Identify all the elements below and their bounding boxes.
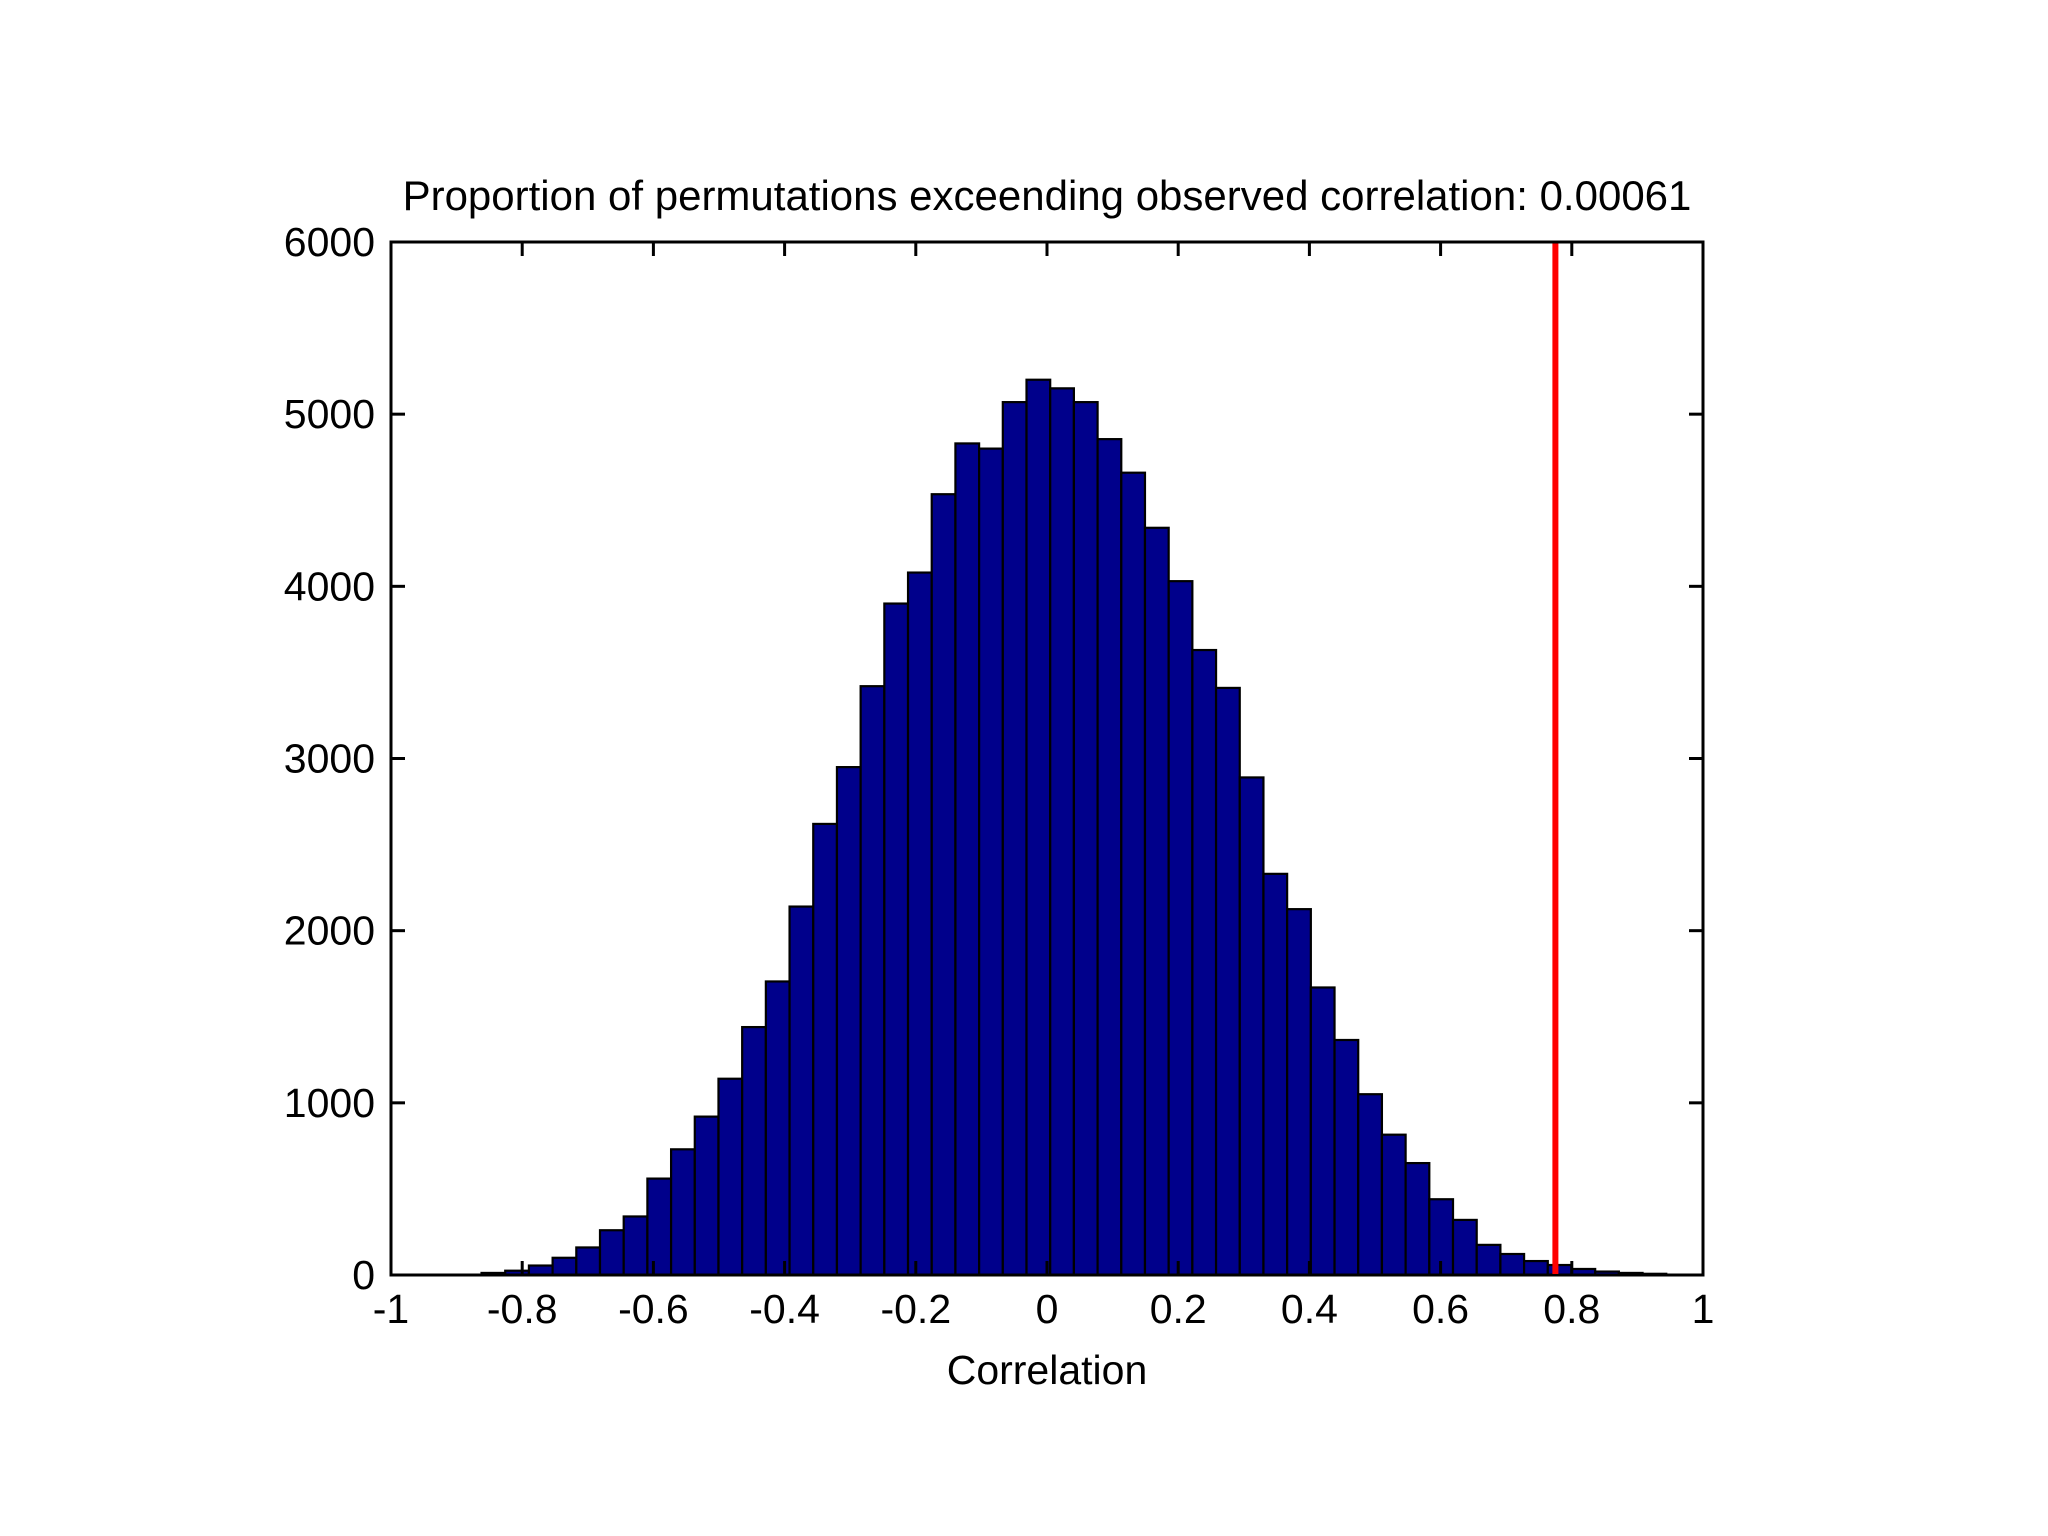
histogram-bar [1262,872,1289,1277]
histogram-bar [812,822,839,1277]
histogram-bar [1475,1243,1502,1277]
histogram-bar [835,766,862,1277]
histogram-bar [669,1148,696,1277]
y-tick-label: 1000 [284,1080,375,1126]
x-tick-label: -0.2 [880,1286,951,1332]
y-tick-label: 0 [352,1252,375,1298]
y-tick-label: 3000 [284,736,375,782]
histogram-bar [693,1115,720,1277]
histogram-bar [1025,378,1052,1277]
histogram-bar [1191,648,1218,1277]
histogram-bar [646,1177,673,1277]
x-tick-label: -0.6 [618,1286,689,1332]
histogram-bar [575,1246,602,1277]
x-tick-label: -0.4 [749,1286,820,1332]
histogram-bar [1214,686,1241,1277]
histogram-bar [1096,438,1123,1277]
x-tick-label: 0 [1036,1286,1059,1332]
histogram-bar [1499,1252,1526,1277]
x-tick-label: 0.6 [1412,1286,1469,1332]
histogram-bar [978,447,1004,1277]
histogram-bar [1167,580,1194,1277]
histogram-bar [1522,1259,1549,1277]
chart-title: Proportion of permutations exceending ob… [403,172,1692,219]
histogram-bar [788,905,815,1277]
histogram-bar [1380,1133,1407,1277]
y-tick-label: 6000 [284,219,375,265]
histogram-bar [1357,1093,1384,1277]
x-tick-label: 1 [1692,1286,1715,1332]
histogram-bar [906,571,933,1277]
histogram-bar [859,685,886,1277]
histogram-bar [1286,908,1312,1277]
y-tick-label: 2000 [284,908,375,954]
histogram-bar [598,1229,625,1277]
histogram-bars [480,378,1668,1277]
x-tick-label: 0.4 [1281,1286,1338,1332]
histogram-bar [1049,387,1075,1277]
x-tick-label: 0.8 [1543,1286,1600,1332]
histogram-bar [741,1025,767,1277]
histogram-bar [1001,401,1028,1277]
histogram-bar [954,442,981,1277]
histogram-bar [1309,986,1336,1277]
x-tick-label: -0.8 [487,1286,558,1332]
axes: -1 -0.8 -0.6 -0.4 -0.2 0 0.2 0.4 0.6 0.8 1 0 1000 200… [284,219,1715,1332]
histogram-bar [764,980,791,1277]
histogram-bar [717,1077,744,1277]
x-axis-label: Correlation [947,1347,1148,1393]
x-tick-label: -1 [373,1286,409,1332]
histogram-bar [1238,776,1265,1277]
y-tick-label: 4000 [284,563,375,609]
histogram-bar [1072,401,1099,1277]
histogram-bar [1333,1038,1360,1277]
histogram-bar [1404,1161,1431,1277]
y-tick-label: 5000 [284,391,375,437]
histogram-bar [883,602,910,1277]
x-tick-label: 0.2 [1150,1286,1207,1332]
histogram-bar [1451,1218,1478,1277]
histogram-bar [930,493,957,1277]
histogram-bar [551,1256,578,1277]
histogram-bar [622,1215,649,1277]
histogram-bar [1143,526,1170,1277]
histogram-bar [1120,471,1147,1277]
